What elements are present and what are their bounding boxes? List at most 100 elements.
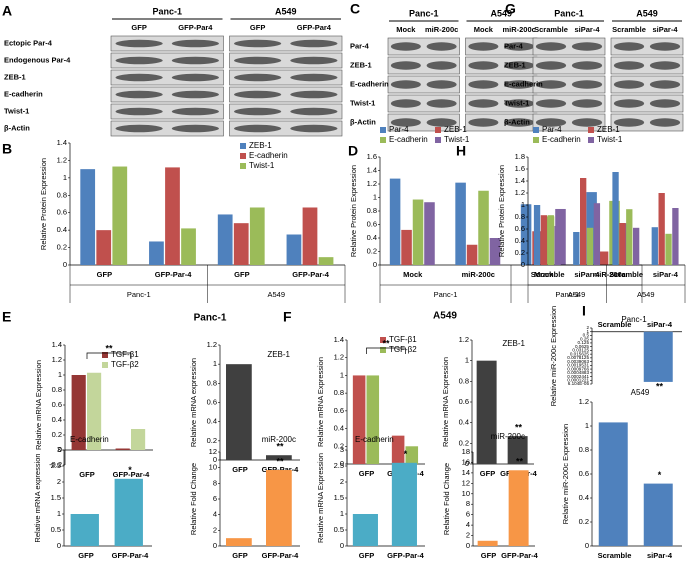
y-tick-label: 1 [57,509,61,518]
y-tick-label: 1.4 [334,335,344,344]
panel-letter: G [505,1,516,17]
legend-swatch [380,337,386,343]
bar [401,229,412,265]
chart-title: ZEB-1 [267,350,290,359]
legend-swatch [102,352,108,358]
y-axis-label: Relative miR-200c Expression [549,306,558,406]
x-tick-label: GFP-Par-4 [113,470,151,479]
bar [112,166,128,265]
blot-band [468,99,499,108]
y-tick-label: 10 [462,489,470,498]
lane-label: miR-200c [502,25,535,34]
significance: ** [276,442,284,452]
y-tick-label: 1 [58,370,62,379]
y-tick-label: 0.0009766 [567,366,589,371]
blot-band [115,73,163,82]
blot-band [468,42,499,51]
bar [478,190,489,265]
y-tick-label: 3 [57,445,61,454]
blot-band [535,80,567,89]
y-tick-label: 0.5 [583,333,590,338]
blot-band [571,118,603,127]
bar [477,540,498,546]
y-tick-label: 2 [586,325,589,330]
bar [80,169,96,265]
y-tick-label: 1 [340,370,344,379]
x-tick-label: GFP [359,469,374,478]
y-tick-label: 0.0078125 [567,355,589,360]
bar [249,207,265,265]
x-tick-label: GFP [359,551,374,560]
blot-band [390,42,421,51]
bar [619,223,626,265]
bar [412,199,424,265]
y-tick-label: 0.6 [367,219,377,228]
blot-band [115,90,163,99]
y-tick-label: 1 [521,200,525,209]
blot-band [390,80,421,89]
row-label: ZEB-1 [4,72,26,81]
chart-title: E-cadherin [70,435,109,444]
y-tick-label: 0.0625 [575,344,589,349]
x-tick-label: Scramble [609,270,643,279]
y-tick-label: 0.4 [57,225,67,234]
blot-band [115,39,163,48]
y-tick-label: 0.6 [579,469,589,478]
y-tick-label: 1.5 [334,493,344,502]
blot-band [571,99,603,108]
y-tick-label: 0.5 [51,525,61,534]
x-tick-label: GFP-Par-4 [501,551,539,560]
row-label: Par-4 [350,41,370,50]
y-tick-label: 1.4 [515,176,525,185]
y-tick-label: 0.015625 [570,351,590,356]
panel-letter: H [456,143,466,159]
bar [651,227,658,265]
bar [217,214,233,265]
bar [455,182,466,265]
y-tick-label: 1.2 [367,179,377,188]
y-tick-label: 0 [373,260,377,269]
blot-band [613,99,645,108]
row-label: E-cadherin [504,79,543,88]
y-axis-label: Relative mRNA Expression [441,357,450,447]
chart-title: ZEB-1 [502,339,525,348]
y-tick-label: 0.4 [459,418,469,427]
y-tick-label: 4 [466,520,470,529]
y-tick-label: 0.0004883 [567,370,589,375]
bar [391,435,405,464]
blot-band [613,61,645,70]
y-tick-label: 0 [213,541,217,550]
y-tick-label: 1.2 [57,155,67,164]
blot-band [504,99,535,108]
x-tick-label: Mock [534,270,554,279]
legend-label: Twist-1 [249,161,275,170]
legend-label: TGF-β2 [389,345,417,354]
blot-band [290,39,338,48]
y-tick-label: 1 [63,173,67,182]
blot-band [290,124,338,133]
x-tick-label: GFP-Par-4 [262,551,300,560]
bar [318,257,334,265]
group-header: Panc-1 [152,6,182,16]
y-tick-label: 0.8 [57,190,67,199]
legend-swatch [240,153,246,159]
blot-band [571,61,603,70]
bar [366,375,380,464]
bar [87,372,102,450]
significance: ** [276,456,284,466]
y-tick-label: 1 [586,329,589,334]
y-tick-label: 2 [340,477,344,486]
x-tick-label: Scramble [598,551,632,560]
blot-band [613,118,645,127]
blot-band [426,42,457,51]
legend-label: Par-4 [389,125,409,134]
bar [266,470,292,546]
y-tick-label: 2.5 [334,461,344,470]
y-tick-label: 0.4 [579,493,589,502]
bar [391,462,417,546]
blot-band [290,73,338,82]
y-tick-label: 1 [340,509,344,518]
y-tick-label: 2 [466,531,470,540]
bar [389,178,401,265]
bar [665,233,672,265]
